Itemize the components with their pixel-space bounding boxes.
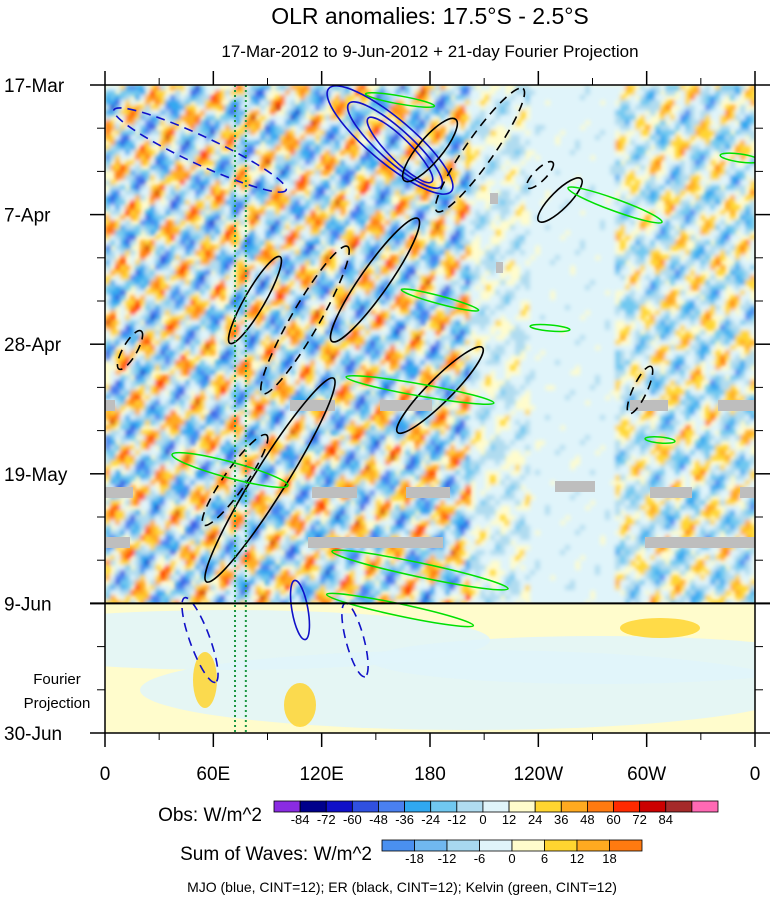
projection-label-line1: Fourier: [33, 671, 81, 688]
y-tick-label-0: 17-Mar: [4, 76, 65, 97]
y-tick-label-3: 19-May: [4, 465, 68, 486]
obs-colorbar-tick-12: 60: [606, 812, 620, 827]
obs-colorbar-tick-1: -72: [317, 812, 336, 827]
projection-label: Fourier Projection: [24, 671, 91, 712]
x-tick-label-2: 120E: [299, 764, 343, 785]
x-tick-label-3: 180: [414, 764, 446, 785]
obs-colorbar-tick-9: 24: [528, 812, 542, 827]
obs-colorbar-tick-7: 0: [479, 812, 486, 827]
waves-colorbar-swatch-3: [479, 839, 513, 852]
x-tick-label-5: 60W: [627, 764, 666, 785]
obs-colorbar-swatch-12: [587, 800, 614, 813]
obs-colorbar-tick-3: -48: [369, 812, 388, 827]
waves-colorbar-label: Sum of Waves: W/m^2: [180, 844, 372, 865]
obs-colorbar-swatch-3: [351, 800, 379, 813]
waves-colorbar-swatch-7: [609, 839, 643, 852]
obs-colorbar-tick-13: 72: [632, 812, 646, 827]
obs-colorbar-swatch-6: [430, 800, 458, 813]
obs-colorbar-label: Obs: W/m^2: [158, 805, 262, 826]
waves-colorbar-swatch-0: [381, 839, 415, 852]
waves-colorbar-swatch-1: [414, 839, 448, 852]
obs-colorbar-tick-8: 12: [502, 812, 516, 827]
waves-colorbar-tick-1: -12: [438, 851, 457, 866]
y-tick-label-2: 28-Apr: [4, 335, 62, 356]
projection-field: [105, 603, 755, 733]
obs-colorbar-tick-4: -36: [395, 812, 414, 827]
x-tick-label-4: 120W: [514, 764, 564, 785]
obs-colorbar-swatch-14: [639, 800, 667, 813]
obs-colorbar-tick-0: -84: [291, 812, 310, 827]
waves-colorbar-tick-0: -18: [405, 851, 424, 866]
waves-colorbar-tick-2: -6: [474, 851, 486, 866]
obs-colorbar-tick-5: -24: [421, 812, 440, 827]
obs-colorbar-swatch-1: [299, 800, 327, 813]
waves-colorbar-tick-5: 12: [570, 851, 584, 866]
waves-colorbar-swatch-5: [544, 839, 578, 852]
obs-colorbar-swatch-2: [325, 800, 353, 813]
contour-legend-footer: MJO (blue, CINT=12); ER (black, CINT=12)…: [187, 879, 617, 895]
obs-colorbar-tick-10: 36: [554, 812, 568, 827]
plot-area: [105, 85, 755, 733]
chart-subtitle: 17-Mar-2012 to 9-Jun-2012 + 21-day Fouri…: [221, 42, 638, 61]
obs-colorbar-swatch-0: [273, 800, 301, 813]
obs-colorbar-swatch-15: [665, 800, 693, 813]
obs-colorbar-swatch-5: [404, 800, 432, 813]
y-tick-label-1: 7-Apr: [4, 206, 51, 227]
obs-colorbar-swatch-4: [378, 800, 405, 813]
y-tick-label-5: 30-Jun: [4, 724, 62, 745]
obs-colorbar: Obs: W/m^2 -84 -72 -60 -48 -36 -24 -12 0 12 24 36 4…: [158, 800, 719, 827]
x-tick-label-6: 0: [750, 764, 761, 785]
obs-colorbar-tick-2: -60: [343, 812, 362, 827]
y-tick-label-4: 9-Jun: [4, 594, 52, 615]
obs-colorbar-swatch-10: [534, 800, 562, 813]
obs-colorbar-tick-6: -12: [447, 812, 466, 827]
chart-title: OLR anomalies: 17.5°S - 2.5°S: [271, 3, 589, 29]
obs-colorbar-swatch-13: [613, 800, 641, 813]
obs-colorbar-swatch-7: [456, 800, 484, 813]
obs-colorbar-tick-14: 84: [659, 812, 673, 827]
obs-colorbar-swatch-9: [508, 800, 536, 813]
waves-colorbar-tick-6: 18: [602, 851, 616, 866]
obs-colorbar-tick-11: 48: [580, 812, 594, 827]
waves-colorbar-tick-3: 0: [508, 851, 515, 866]
waves-colorbar: Sum of Waves: W/m^2 -18 -12 -6 0 6 12 18: [180, 839, 643, 866]
waves-colorbar-swatch-6: [576, 839, 610, 852]
obs-colorbar-swatch-11: [560, 800, 588, 813]
x-tick-label-0: 0: [100, 764, 111, 785]
projection-label-line2: Projection: [24, 695, 91, 712]
waves-colorbar-tick-4: 6: [541, 851, 548, 866]
waves-colorbar-swatch-2: [446, 839, 480, 852]
obs-colorbar-swatch-16: [691, 800, 719, 813]
obs-colorbar-swatch-8: [482, 800, 510, 813]
reference-lines: [234, 85, 247, 733]
x-tick-label-1: 60E: [196, 764, 230, 785]
axis-ticks: 17-Mar 7-Apr 28-Apr 19-May 9-Jun 30-Jun 0 60E 12…: [4, 71, 770, 785]
missing-data-blocks: [105, 193, 755, 548]
waves-colorbar-swatch-4: [511, 839, 545, 852]
